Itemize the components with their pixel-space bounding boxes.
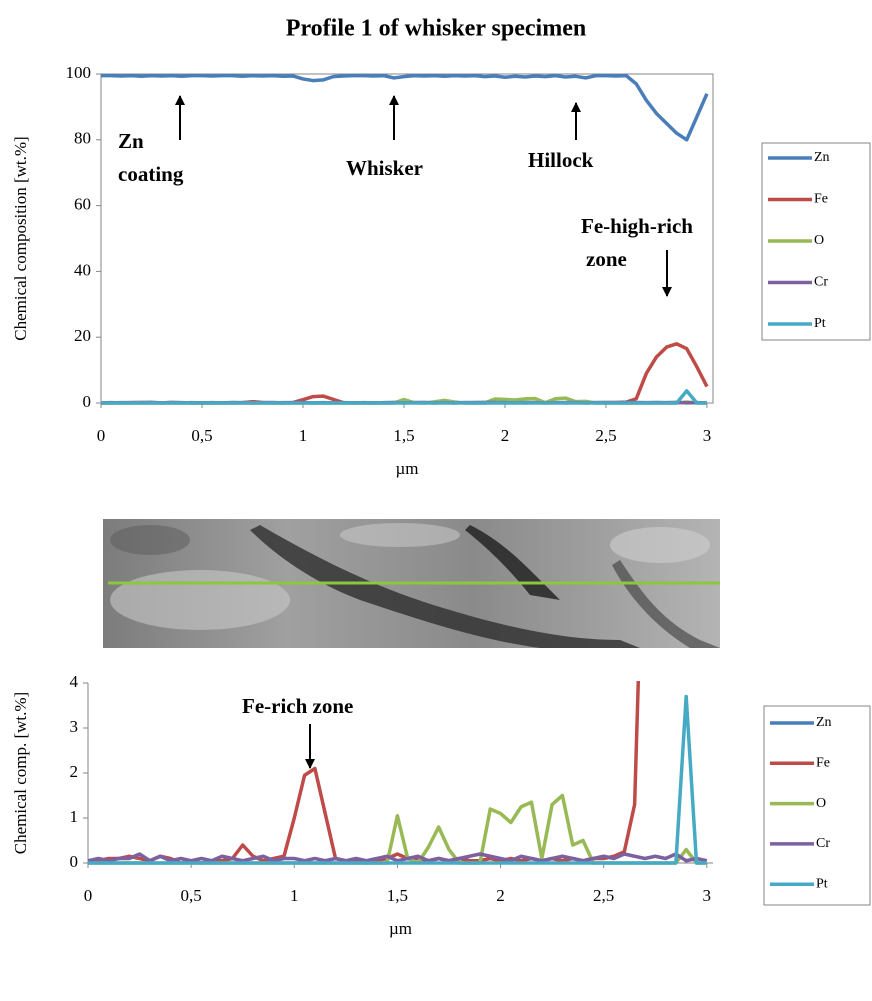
y-tick-label: 60 <box>74 195 91 214</box>
series-line <box>88 694 707 865</box>
x-axis-label: µm <box>395 459 418 478</box>
y-tick-label: 20 <box>74 326 91 345</box>
x-tick-label: 1,5 <box>387 886 408 905</box>
legend-box <box>763 705 871 906</box>
y-tick-label: 4 <box>70 672 79 691</box>
legend-label: Fe <box>816 756 830 771</box>
annotation: Hillock <box>528 148 594 172</box>
x-tick-label: 2 <box>496 886 505 905</box>
y-axis-label: Chemical comp. [wt.%] <box>11 692 30 854</box>
x-tick-label: 2 <box>501 426 510 445</box>
annotation: zone <box>586 247 627 271</box>
sem-image <box>103 519 720 648</box>
annotation: coating <box>118 162 184 186</box>
x-tick-label: 2,5 <box>593 886 614 905</box>
x-tick-label: 1 <box>299 426 308 445</box>
x-tick-label: 1,5 <box>393 426 414 445</box>
y-tick-label: 0 <box>83 392 92 411</box>
x-tick-label: 3 <box>703 426 712 445</box>
y-tick-label: 80 <box>74 129 91 148</box>
plot-area <box>101 73 709 405</box>
y-tick-label: 1 <box>70 807 79 826</box>
legend-label: Zn <box>814 150 830 165</box>
annotation: Whisker <box>346 156 423 180</box>
y-tick-label: 0 <box>70 852 79 871</box>
x-tick-label: 3 <box>703 886 712 905</box>
x-tick-label: 0 <box>97 426 106 445</box>
x-tick-label: 2,5 <box>595 426 616 445</box>
y-axis-label: Chemical composition [wt.%] <box>11 136 30 340</box>
x-tick-label: 0,5 <box>181 886 202 905</box>
legend-label: O <box>814 233 824 248</box>
x-tick-label: 1 <box>290 886 299 905</box>
series-line <box>101 73 709 142</box>
y-tick-label: 2 <box>70 762 79 781</box>
y-tick-label: 100 <box>66 63 92 82</box>
series-line <box>101 342 709 405</box>
legend-label: O <box>816 796 826 811</box>
chart-title: Profile 1 of whisker specimen <box>286 16 586 42</box>
annotation: Fe-high-rich <box>581 214 693 238</box>
x-axis-label: µm <box>389 919 412 938</box>
x-tick-label: 0 <box>84 886 93 905</box>
series-line <box>88 852 708 863</box>
legend-label: Pt <box>816 876 828 891</box>
y-tick-label: 40 <box>74 260 91 279</box>
annotation: Zn <box>118 129 144 153</box>
y-tick-label: 3 <box>70 717 79 736</box>
legend-label: Fe <box>814 192 828 207</box>
plot-frame <box>100 73 714 404</box>
plot-area <box>88 681 708 865</box>
legend-label: Cr <box>816 836 830 851</box>
legend-label: Zn <box>816 715 832 730</box>
legend-label: Cr <box>814 275 828 290</box>
legend-label: Pt <box>814 316 826 331</box>
x-tick-label: 0,5 <box>191 426 212 445</box>
series-line <box>101 389 707 405</box>
annotation: Fe-rich zone <box>242 694 353 718</box>
